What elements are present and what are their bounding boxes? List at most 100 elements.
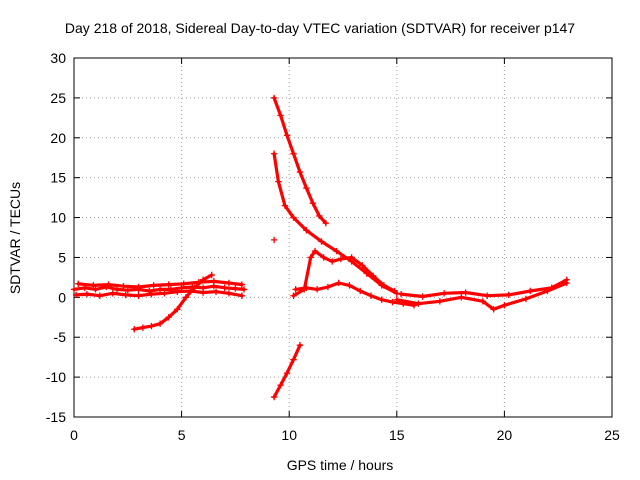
data-point	[232, 285, 239, 292]
data-point	[122, 291, 129, 299]
data-point	[270, 393, 278, 401]
series-middle-loop	[290, 247, 398, 299]
series-trace	[272, 96, 328, 225]
y-tick-label: 10	[50, 210, 66, 226]
series-trace	[291, 249, 397, 298]
data-point	[131, 326, 138, 333]
series-late-band	[393, 279, 571, 313]
series-rising-arc	[131, 271, 215, 333]
data-point	[135, 283, 142, 291]
data-point	[225, 290, 233, 297]
data-point	[139, 324, 147, 331]
series-upper-descent	[270, 94, 329, 227]
data-point	[436, 298, 444, 305]
data-point	[277, 112, 284, 119]
data-point	[346, 282, 353, 289]
data-point	[378, 296, 385, 303]
data-point	[290, 292, 297, 299]
x-tick-label: 10	[281, 427, 297, 443]
data-point	[397, 290, 405, 298]
data-point	[419, 293, 426, 300]
data-point	[283, 369, 291, 377]
data-point	[359, 262, 366, 269]
data-point	[150, 282, 157, 289]
x-tick-labels: 0 5 10 15 20 25	[70, 427, 620, 443]
x-tick-label: 20	[497, 427, 513, 443]
data-point	[303, 284, 310, 291]
data-point	[311, 247, 319, 255]
data-point	[148, 322, 155, 330]
series-lower-rise	[270, 342, 304, 401]
y-tick-label: -15	[46, 409, 66, 425]
data-point	[348, 254, 355, 261]
data-point	[270, 150, 278, 157]
data-point	[90, 282, 97, 289]
data-point	[303, 184, 310, 192]
series-second-descent	[270, 150, 400, 297]
data-point	[156, 320, 164, 327]
data-point	[303, 227, 310, 234]
data-point	[182, 294, 190, 301]
data-point	[238, 292, 246, 299]
data-point	[329, 258, 336, 265]
data-point	[191, 284, 198, 291]
data-point	[389, 298, 396, 306]
data-point	[165, 281, 172, 288]
data-point	[270, 236, 278, 244]
data-series	[70, 94, 571, 401]
data-point	[290, 150, 297, 157]
data-point	[174, 306, 181, 313]
data-point	[335, 279, 342, 287]
data-point	[290, 214, 297, 221]
y-tick-label: 5	[58, 249, 66, 265]
series-late-band-upper	[397, 276, 571, 300]
data-point	[296, 168, 304, 176]
series-trace	[72, 284, 246, 293]
data-point	[72, 291, 80, 299]
data-point	[199, 289, 207, 296]
data-point	[156, 286, 164, 293]
data-point	[548, 284, 555, 291]
data-point	[148, 290, 155, 298]
x-tick-label: 15	[389, 427, 405, 443]
data-point	[462, 289, 469, 296]
data-point	[238, 281, 246, 288]
data-point	[309, 199, 317, 207]
data-point	[313, 286, 321, 293]
data-point	[174, 288, 181, 295]
axis-ticks	[73, 57, 613, 418]
data-point	[165, 314, 172, 321]
data-point	[324, 283, 332, 291]
y-tick-label: -5	[54, 329, 67, 345]
data-point	[212, 288, 220, 295]
data-point	[320, 254, 327, 261]
data-point	[337, 255, 345, 263]
data-point	[357, 287, 364, 295]
data-point	[318, 238, 325, 245]
data-point	[210, 278, 218, 285]
data-point	[322, 219, 329, 227]
series-middle-band	[292, 279, 418, 309]
data-point	[490, 306, 497, 313]
data-point	[208, 271, 215, 279]
data-point	[135, 292, 142, 299]
data-point	[292, 286, 299, 293]
x-tick-label: 25	[604, 427, 620, 443]
data-point	[479, 298, 487, 305]
y-tick-label: 15	[50, 170, 66, 186]
data-point	[75, 280, 82, 287]
data-point	[96, 292, 104, 299]
data-point	[563, 276, 571, 283]
data-point	[307, 254, 314, 261]
data-point	[483, 292, 491, 299]
data-point	[393, 296, 400, 303]
chart-title: Day 218 of 2018, Sidereal Day-to-day VTE…	[65, 20, 575, 36]
y-tick-label: 25	[50, 90, 66, 106]
data-point	[380, 282, 388, 289]
data-point	[70, 286, 78, 293]
data-point	[120, 282, 127, 290]
data-point	[391, 287, 398, 295]
data-point	[522, 295, 530, 303]
y-tick-label: 30	[50, 50, 66, 66]
data-point	[277, 381, 284, 389]
